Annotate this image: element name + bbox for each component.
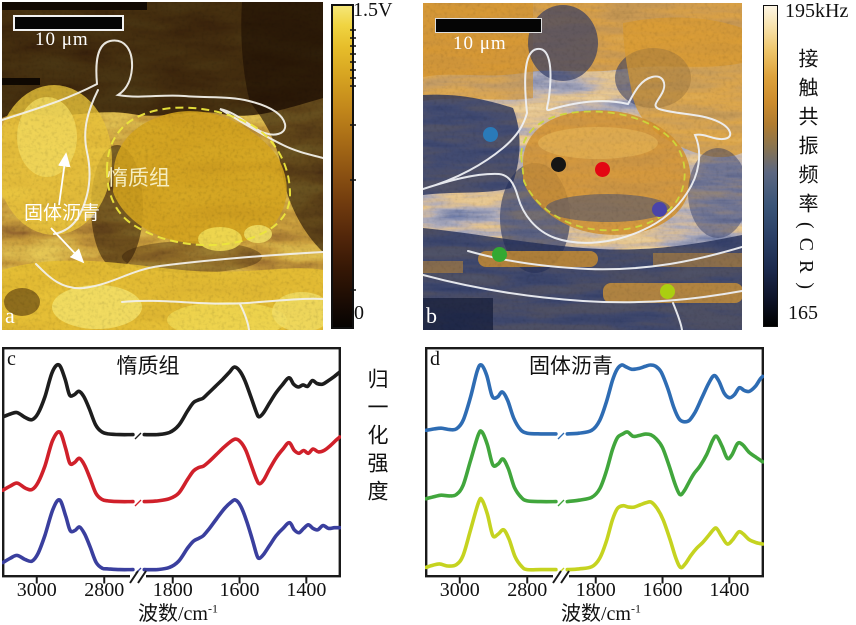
- xlabel-d: 波数/cm-1: [561, 601, 641, 625]
- inertinite-spectrum-black-right: [142, 365, 342, 437]
- bitumen-spectrum-green-right: [565, 430, 765, 504]
- cr-map-texture: [423, 3, 742, 330]
- panel-d-title: 固体沥青: [529, 354, 613, 378]
- x-ticks-c: [35, 576, 308, 584]
- spectra-ylabel: 归一化强度: [365, 368, 389, 508]
- bitumen-spectrum-blue-left: [424, 362, 558, 436]
- curve-break-mark: [557, 499, 565, 507]
- bitumen-spectrum-blue-right: [565, 363, 765, 436]
- x-tick-label: 2800: [84, 579, 125, 601]
- spectra-plot-c: [1, 347, 342, 584]
- marker-blue: [482, 126, 498, 142]
- panel-letter-c: c: [7, 348, 16, 370]
- panel-a-afm-image: 10 μm 惰质组 固体沥青 a: [2, 2, 323, 330]
- bitumen-spectrum-yellowgreen-left: [424, 496, 558, 572]
- scale-bar-label-b: 10 μm: [453, 33, 507, 54]
- panel-b-cr-map: 10 μm b: [423, 3, 742, 330]
- x-tick-label: 1600: [642, 579, 683, 601]
- spectra-plot-d: [424, 347, 765, 584]
- x-tick-label: 1600: [219, 579, 260, 601]
- curve-break-mark: [134, 499, 142, 507]
- spectra-curves-d: [424, 362, 765, 575]
- inertinite-spectrum-red-right: [142, 435, 342, 504]
- x-ticks-d: [458, 576, 731, 584]
- colorbar-b: [763, 5, 778, 327]
- inertinite-spectrum-red-left: [1, 430, 135, 504]
- marker-green: [491, 246, 507, 262]
- scale-bar-b: [435, 18, 542, 33]
- xlabel-c: 波数/cm-1: [138, 601, 218, 625]
- x-tick-label: 3000: [439, 579, 480, 601]
- panel-c-spectra: c 惰质组: [1, 347, 342, 587]
- marker-black: [550, 156, 566, 172]
- colorbar-a: [331, 4, 354, 329]
- inertinite-spectrum-black-left: [1, 362, 135, 437]
- axis-break-c: [129, 570, 147, 584]
- marker-red: [594, 161, 610, 177]
- bitumen-arrows: [50, 152, 85, 264]
- inertinite-dashed-outline-a: [105, 106, 292, 247]
- inertinite-region-label: 惰质组: [107, 166, 170, 190]
- bitumen-spectrum-yellowgreen-right: [565, 499, 765, 572]
- panel-letter-a: a: [5, 303, 15, 328]
- afm-texture: [2, 2, 323, 330]
- colorbar-a-max-label: 1.5V: [353, 0, 393, 21]
- axis-break-d: [552, 570, 570, 584]
- colorbar-a-ticks: [350, 29, 356, 291]
- inertinite-spectrum-blue-right: [142, 498, 342, 572]
- scale-bar-label-a: 10 μm: [35, 29, 89, 50]
- curve-break-mark: [557, 432, 565, 440]
- spectra-curves-c: [1, 362, 342, 575]
- colorbar-a-min-label: 0: [354, 302, 364, 324]
- axis-box-c: [2, 347, 342, 578]
- panel-d-spectra: d 固体沥青: [424, 347, 765, 587]
- marker-yellowgreen: [659, 283, 675, 299]
- x-tick-label: 1400: [286, 579, 327, 601]
- scale-bar-a: [13, 15, 124, 31]
- x-tick-label: 1800: [152, 579, 193, 601]
- x-tick-label: 2800: [507, 579, 548, 601]
- curve-break-mark: [134, 432, 142, 440]
- inertinite-spectrum-blue-left: [1, 498, 135, 572]
- marker-purple: [651, 201, 667, 217]
- colorbar-b-min-label: 165: [788, 302, 818, 324]
- bitumen-spectrum-green-left: [424, 429, 558, 504]
- axis-box-d: [425, 347, 765, 578]
- panel-letter-d: d: [430, 348, 440, 370]
- bitumen-outline-a: [2, 39, 323, 330]
- bitumen-region-label: 固体沥青: [24, 203, 101, 224]
- colorbar-b-axis-label: 接触共振频率(CR): [795, 48, 817, 298]
- x-tick-label: 1800: [575, 579, 616, 601]
- panel-letter-b: b: [426, 303, 437, 328]
- panel-c-title: 惰质组: [116, 354, 180, 378]
- colorbar-b-max-label: 195kHz: [785, 0, 849, 22]
- x-tick-label: 3000: [16, 579, 57, 601]
- x-tick-label: 1400: [709, 579, 750, 601]
